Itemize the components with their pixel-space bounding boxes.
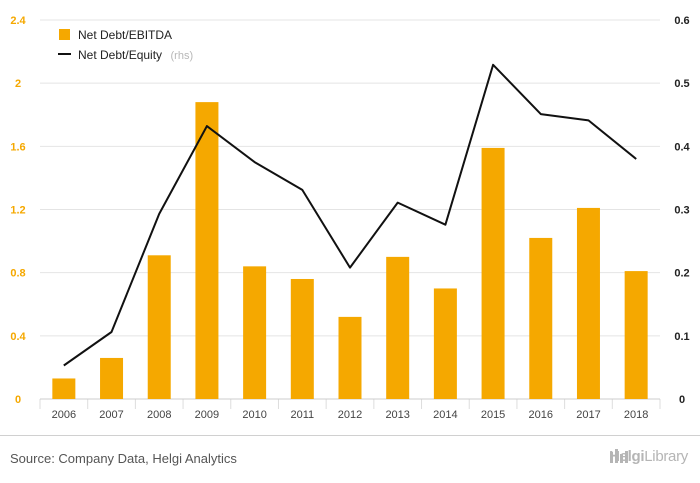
x-tick-label: 2012 [338,409,362,421]
legend-label-bar: Net Debt/EBITDA [78,28,172,42]
right-tick-label: 0.4 [674,141,690,153]
x-axis: 2006 2007 2008 2009 2010 2011 2012 2013 2014 2015… [52,409,649,421]
x-tick-label: 2008 [147,409,171,421]
bar-series [52,102,648,399]
x-tick-label: 2013 [385,409,409,421]
legend: Net Debt/EBITDA Net Debt/Equity (rhs) [58,28,193,63]
library-icon [610,449,629,463]
footer-divider [0,435,700,436]
right-tick-label: 0.5 [674,78,689,90]
bar-2009 [195,102,219,399]
x-tick-label: 2009 [195,409,219,421]
chart-svg: 0 0.4 0.8 1.2 1.6 2 2.4 0 0.1 0.2 0.3 0.4 0.5 0.6 20… [10,15,690,421]
bar-2017 [576,207,600,399]
left-tick-label: 0 [15,394,21,406]
line-series [63,63,637,367]
x-tick-label: 2007 [99,409,123,421]
x-tick-label: 2017 [576,409,600,421]
right-tick-label: 0.3 [674,205,689,217]
right-tick-label: 0.1 [674,331,689,343]
bar-2013 [386,256,410,399]
left-tick-label: 2 [15,78,21,90]
bar-2018 [624,271,648,399]
source-note: Source: Company Data, Helgi Analytics [10,451,237,466]
bar-2007 [100,357,124,399]
x-tick-label: 2018 [624,409,648,421]
right-axis: 0 0.1 0.2 0.3 0.4 0.5 0.6 [674,15,690,406]
bar-2011 [290,278,314,399]
left-tick-label: 1.6 [10,141,25,153]
legend-label-line: Net Debt/Equity [78,48,162,62]
brand-logo: HelgiLibrary [609,448,688,465]
right-tick-label: 0.2 [674,268,689,280]
left-tick-label: 1.2 [10,205,25,217]
bar-2008 [147,255,171,399]
bar-2015 [481,147,505,399]
left-tick-label: 2.4 [10,15,26,27]
bar-2010 [243,266,267,399]
right-tick-label: 0 [679,394,685,406]
legend-swatch-bar [59,29,70,40]
left-tick-label: 0.8 [10,268,25,280]
bar-2014 [433,288,457,399]
right-tick-label: 0.6 [674,15,689,27]
bar-2006 [52,378,76,399]
brand-name-sub: Library [644,448,688,465]
legend-label-line-row: Net Debt/Equity (rhs) [78,46,193,63]
x-tick-label: 2006 [52,409,76,421]
bar-2012 [338,316,362,399]
series-line-net-debt-equity [63,63,637,367]
x-tick-label: 2010 [242,409,266,421]
legend-rhs-note: (rhs) [171,50,194,62]
bar-2016 [529,237,553,399]
x-tick-label: 2016 [529,409,553,421]
left-axis: 0 0.4 0.8 1.2 1.6 2 2.4 [10,15,26,406]
x-tick-label: 2015 [481,409,505,421]
left-tick-label: 0.4 [10,331,26,343]
x-tick-label: 2011 [290,409,314,421]
x-tick-label: 2014 [433,409,457,421]
